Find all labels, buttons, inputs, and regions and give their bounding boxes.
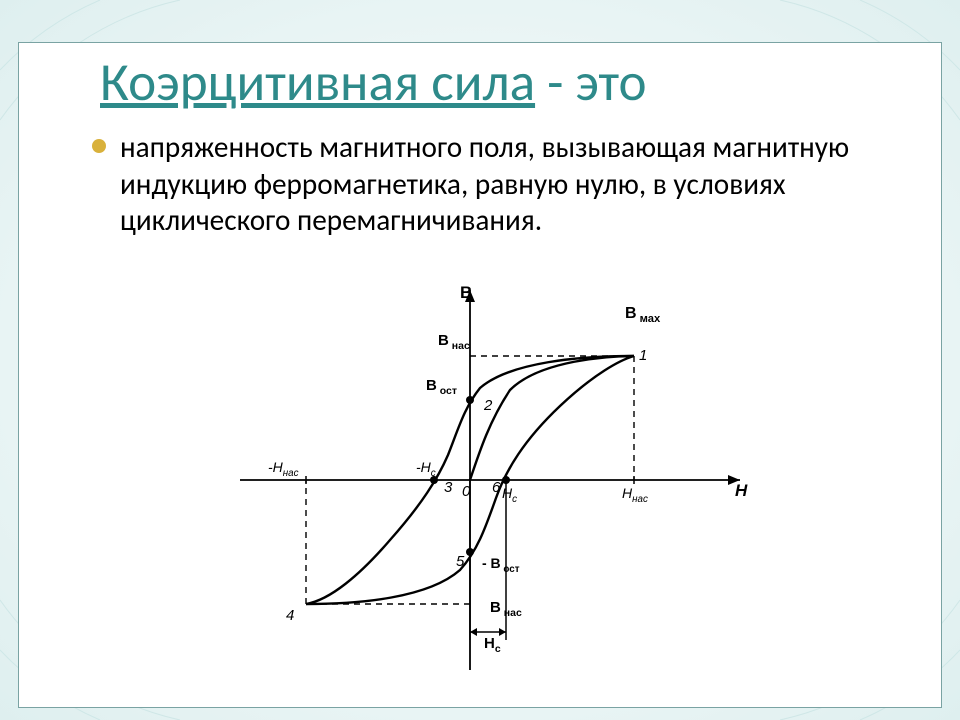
title-underlined: Коэрцитивная сила — [100, 50, 535, 115]
svg-text:5: 5 — [456, 553, 465, 570]
slide-title: Коэрцитивная сила - это — [0, 0, 960, 125]
svg-text:1: 1 — [639, 347, 647, 364]
body-text-block: напряженность магнитного поля, вызывающа… — [0, 125, 960, 239]
svg-text:0: 0 — [462, 483, 471, 500]
bullet-dot-icon — [92, 139, 106, 153]
svg-text:6: 6 — [492, 479, 501, 496]
svg-text:H: H — [735, 481, 748, 500]
bullet-item: напряженность магнитного поля, вызывающа… — [92, 129, 900, 239]
svg-text:4: 4 — [286, 607, 294, 624]
bullet-text: напряженность магнитного поля, вызывающа… — [120, 129, 900, 239]
title-rest: - это — [535, 50, 647, 115]
svg-text:B: B — [460, 283, 472, 302]
svg-text:2: 2 — [483, 397, 493, 414]
slide-content: Коэрцитивная сила - это напряженность ма… — [0, 0, 960, 720]
svg-text:3: 3 — [444, 479, 453, 496]
hysteresis-diagram: BHB махB насB ост- B остB насHc0Hc-HcHна… — [180, 270, 780, 680]
